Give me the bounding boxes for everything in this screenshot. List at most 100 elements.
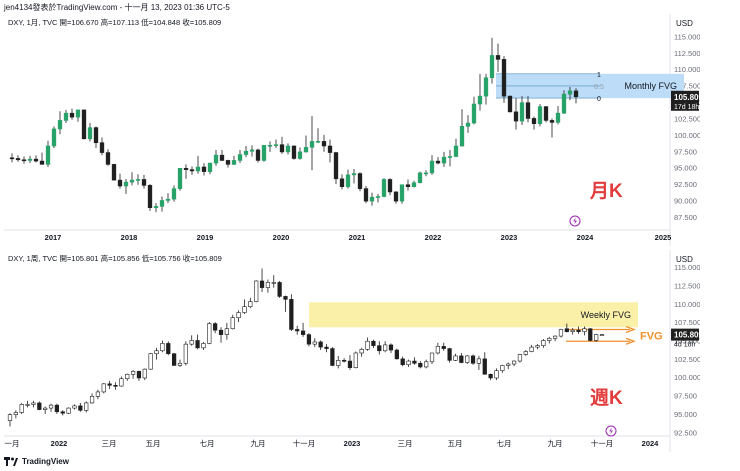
candle-down: [482, 358, 487, 375]
y-tick-label: 115.000: [674, 263, 700, 272]
candle-down: [394, 349, 399, 360]
candle-down: [371, 340, 376, 346]
weekly-chart-pane[interactable]: DXY, 1周, TVC 開=105.801 高=105.856 低=105.7…: [4, 250, 700, 452]
candle-down: [435, 160, 441, 164]
candle-down: [306, 334, 312, 345]
y-tick-label: 100.000: [674, 131, 700, 140]
fvg-label: Weekly FVG: [581, 310, 631, 320]
monthly-chart-pane[interactable]: DXY, 1月, TVC 開=106.670 高=107.113 低=104.8…: [4, 14, 700, 246]
candle-down: [327, 145, 333, 153]
candle-down: [341, 360, 347, 362]
fib-level-label: 0.5: [594, 84, 604, 91]
candle-up: [567, 90, 573, 95]
candle-up: [261, 145, 267, 161]
candle-down: [81, 109, 87, 140]
candle-up: [7, 414, 13, 421]
tradingview-label: TradingView: [22, 457, 69, 466]
candle-down: [543, 106, 549, 121]
candle-up: [254, 280, 259, 302]
candle-up: [303, 147, 309, 153]
candle-up: [231, 160, 237, 165]
candle-up: [541, 340, 546, 346]
candle-up: [66, 407, 71, 414]
weekly-annotation: 週K: [590, 388, 623, 409]
monthly-event-icon[interactable]: [569, 214, 581, 232]
candle-down: [405, 184, 411, 187]
weekly-event-icon[interactable]: [605, 424, 617, 442]
fvg-label: Monthly FVG: [624, 81, 677, 91]
price-tag-value: 105.809: [674, 93, 700, 102]
y-tick-label: 112.500: [674, 281, 700, 290]
candle-down: [289, 299, 294, 330]
candle-up: [312, 341, 317, 345]
x-tick-label: 2025: [655, 233, 672, 242]
candle-up: [547, 337, 552, 341]
candle-down: [213, 323, 218, 331]
candle-up: [243, 150, 249, 155]
candle-up: [237, 154, 243, 161]
y-tick-label: 92.500: [674, 180, 697, 189]
tradingview-brand[interactable]: TradingView: [4, 457, 69, 466]
candle-up: [195, 166, 201, 172]
y-tick-label: 110.000: [674, 65, 700, 74]
monthly-candles-svg: USD115.000112.500110.000107.500105.00010…: [4, 14, 700, 246]
candle-up: [160, 343, 165, 352]
candle-down: [495, 55, 501, 60]
y-tick-label: 87.500: [674, 213, 697, 222]
candle-up: [207, 323, 212, 344]
candle-down: [283, 296, 288, 300]
candle-up: [249, 149, 255, 152]
x-tick-label: 2019: [197, 233, 214, 242]
candle-up: [236, 312, 241, 319]
price-tag-countdown: 4d 18h: [674, 342, 696, 349]
candle-up: [447, 156, 453, 158]
candle-down: [573, 90, 579, 98]
y-tick-label: 107.500: [674, 82, 700, 91]
x-tick-label: 七月: [497, 439, 512, 448]
candle-down: [21, 159, 27, 162]
candle-up: [423, 172, 429, 175]
currency-label: USD: [676, 255, 693, 264]
candle-down: [488, 373, 493, 379]
x-tick-label: 十一月: [293, 438, 316, 448]
candle-up: [465, 355, 470, 363]
candle-up: [101, 383, 106, 393]
candle-up: [535, 345, 540, 348]
candle-up: [369, 196, 375, 202]
candle-down: [576, 329, 581, 332]
fib-level-label: 0: [597, 96, 601, 103]
candle-down: [69, 112, 75, 118]
weekly-info: DXY, 1周, TVC 開=105.801 高=105.856 低=105.7…: [8, 254, 222, 263]
y-tick-label: 97.500: [674, 392, 697, 401]
candle-down: [107, 383, 112, 386]
candle-down: [549, 120, 555, 123]
candle-up: [555, 112, 561, 123]
candle-up: [511, 360, 517, 365]
currency-label: USD: [676, 19, 693, 28]
candle-up: [519, 102, 525, 122]
monthly-annotation: 月K: [590, 181, 623, 202]
candle-up: [483, 77, 489, 97]
candle-down: [388, 344, 394, 351]
candle-down: [225, 160, 231, 165]
candle-up: [429, 352, 435, 363]
x-tick-label: 三月: [102, 439, 117, 448]
candle-up: [57, 120, 63, 130]
candle-up: [230, 317, 235, 330]
y-tick-label: 102.500: [674, 114, 700, 123]
candle-up: [207, 162, 213, 172]
candle-down: [387, 179, 393, 193]
y-tick-label: 105.000: [674, 336, 700, 345]
y-tick-label: 102.500: [674, 355, 700, 364]
candle-up: [315, 141, 321, 143]
candle-up: [129, 179, 135, 183]
candle-up: [224, 328, 229, 335]
candle-up: [552, 335, 558, 339]
candle-down: [172, 353, 177, 366]
x-tick-label: 七月: [200, 439, 215, 448]
candle-up: [75, 109, 81, 118]
candle-down: [513, 111, 519, 122]
candle-down: [507, 95, 513, 113]
candle-up: [63, 112, 69, 121]
candle-down: [357, 173, 363, 189]
